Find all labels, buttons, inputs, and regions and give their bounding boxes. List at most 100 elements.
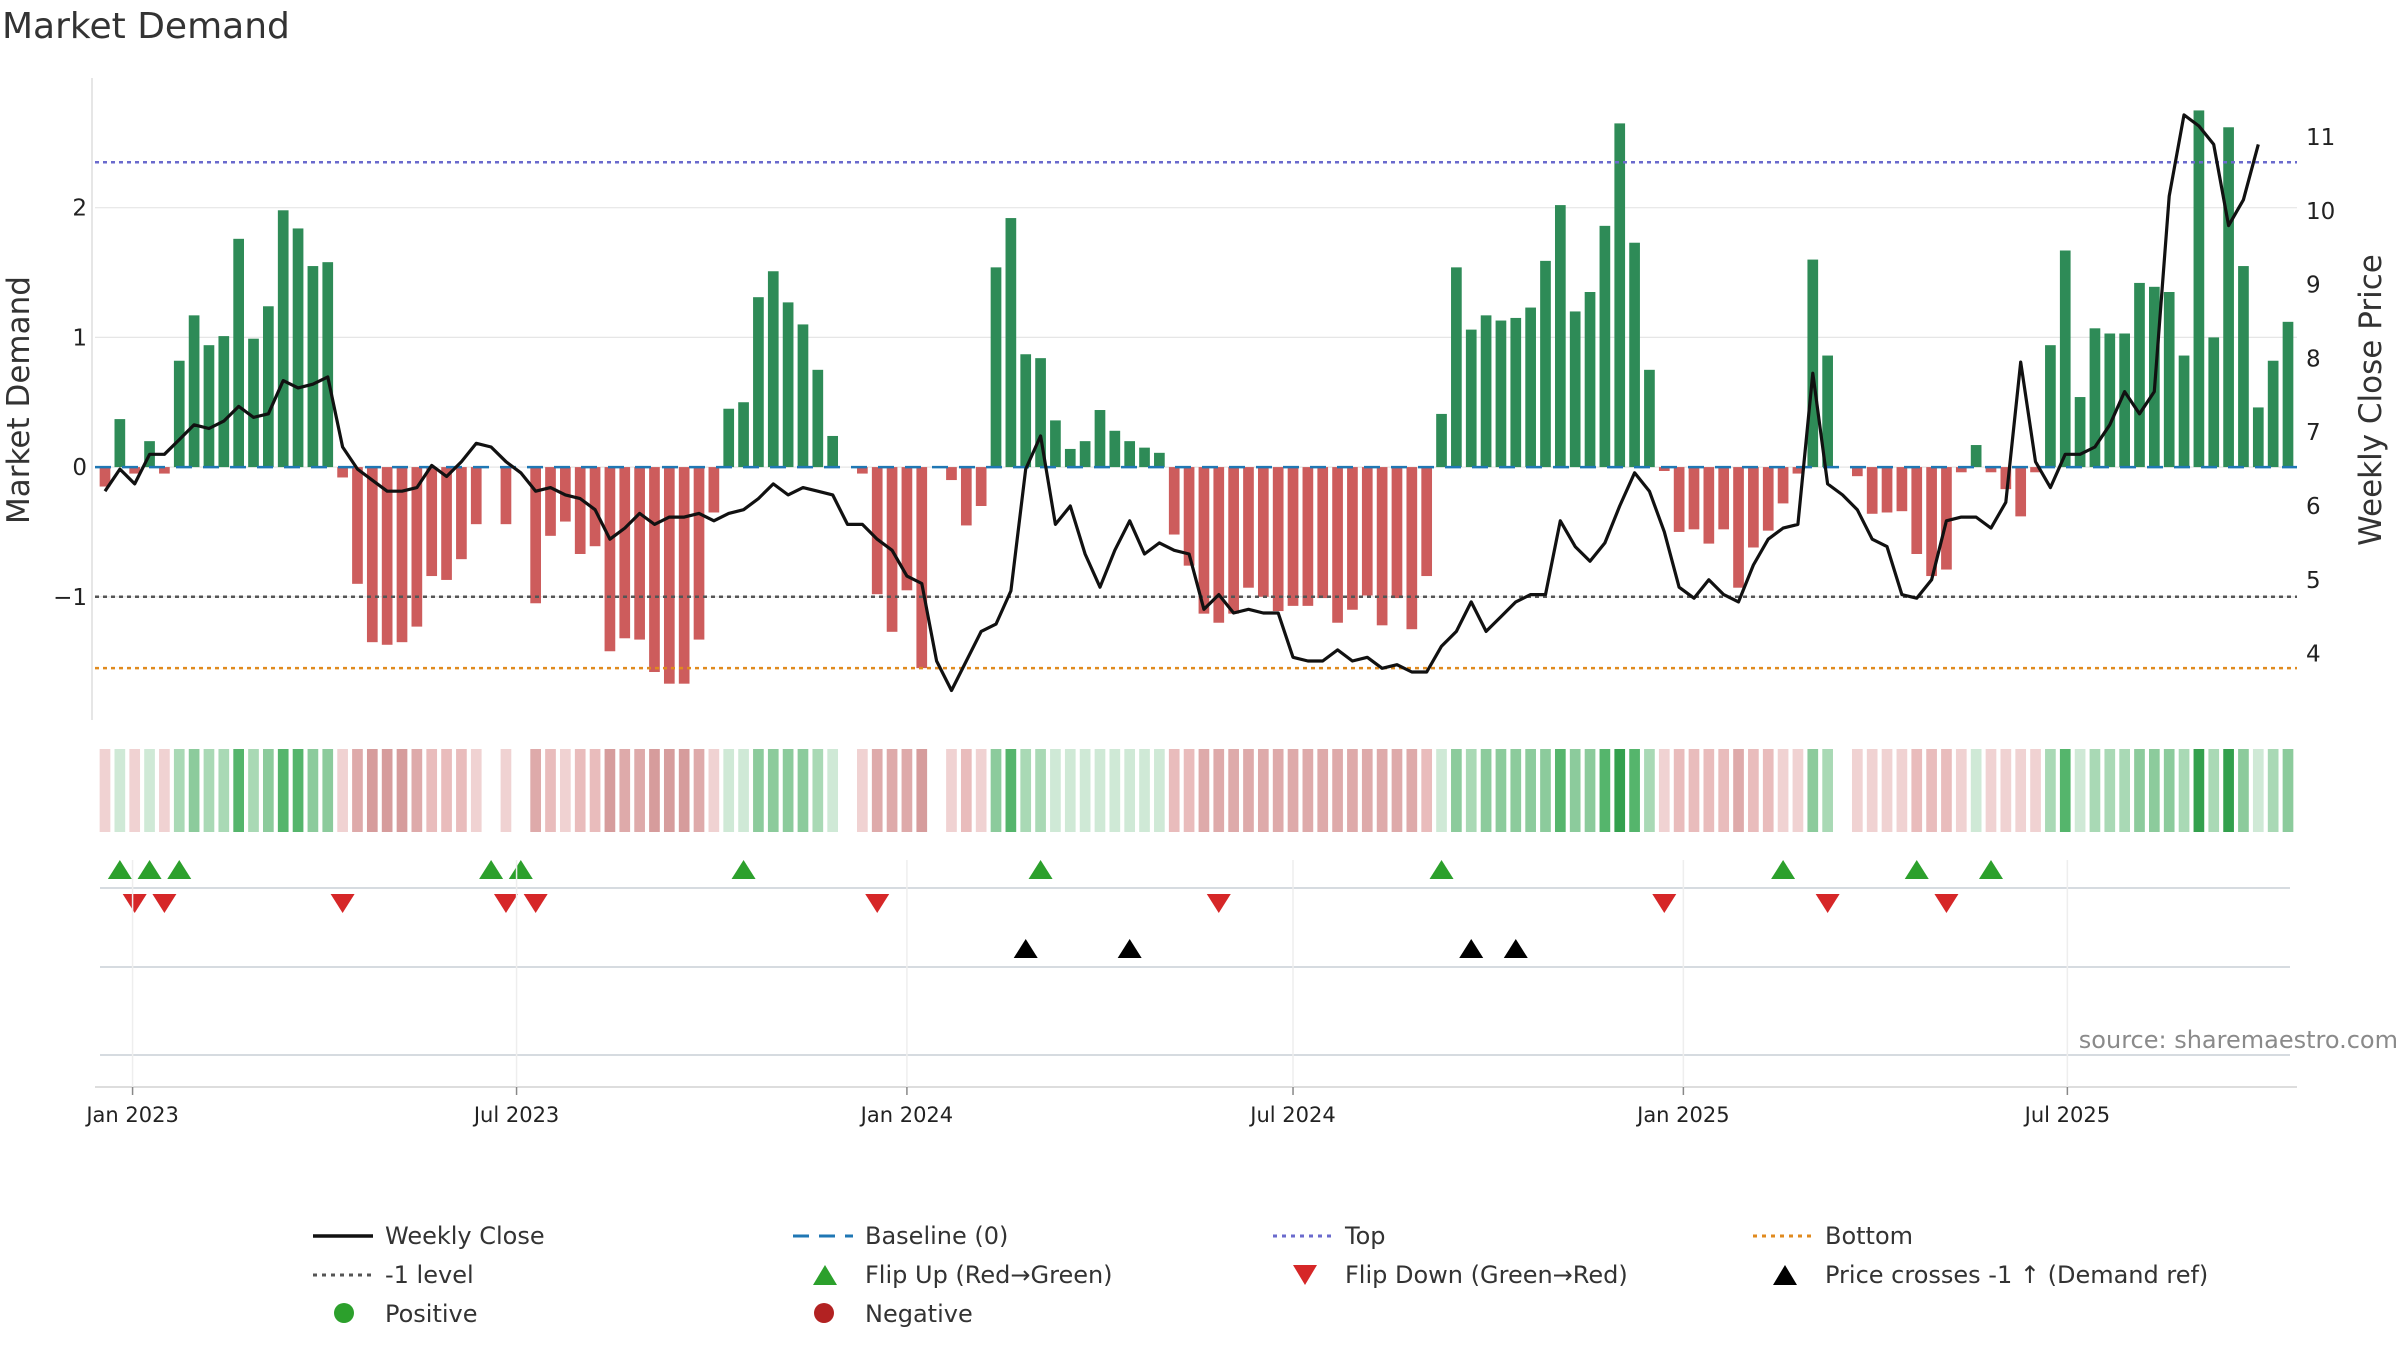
positive-demand-bar <box>322 262 334 468</box>
demand-heat-cell <box>2238 749 2249 832</box>
demand-heat-cell <box>1644 749 1655 832</box>
demand-heat-cell <box>173 749 185 832</box>
flip-down-marker <box>1652 894 1677 913</box>
flip-up-marker <box>1904 860 1929 879</box>
flip-down-marker <box>865 894 890 913</box>
positive-demand-bar <box>1079 441 1091 468</box>
flip-down-triangle-icon <box>1293 1265 1317 1285</box>
demand-heat-cell <box>1896 749 1908 832</box>
demand-heat-cell <box>2252 749 2264 832</box>
negative-demand-bar <box>1391 467 1403 599</box>
legend: Weekly Close -1 level Positive Baseline … <box>313 1222 2208 1328</box>
negative-demand-bar <box>1792 467 1804 474</box>
negative-demand-bar <box>500 467 512 525</box>
negative-demand-bar <box>2000 467 2012 490</box>
demand-heat-cell <box>1094 749 1106 832</box>
demand-heat-cell <box>2134 749 2145 832</box>
demand-heat-cell <box>1926 749 1937 832</box>
negative-demand-bar <box>1272 467 1284 612</box>
negative-demand-bar <box>381 467 393 645</box>
demand-heat-cell <box>634 749 645 832</box>
positive-demand-bar <box>1807 259 1819 468</box>
flip-up-marker <box>137 860 162 879</box>
positive-demand-bar <box>723 408 735 468</box>
negative-demand-bar <box>396 467 408 643</box>
positive-demand-bar <box>2089 328 2101 468</box>
negative-demand-bar <box>916 467 928 669</box>
negative-demand-bar <box>2015 467 2027 517</box>
negative-demand-bar <box>411 467 423 627</box>
y2-tick-label: 9 <box>2306 273 2321 299</box>
legend-label: Flip Down (Green→Red) <box>1345 1261 1628 1289</box>
positive-demand-bar <box>1139 447 1150 468</box>
demand-heat-cell <box>1020 749 1032 832</box>
negative-demand-bar <box>441 467 452 580</box>
demand-heat-cell <box>1243 749 1254 832</box>
demand-heat-cell <box>1005 749 1017 832</box>
demand-heat-cell <box>2030 749 2041 832</box>
demand-heat-cell <box>1451 749 1462 832</box>
flip-down-marker <box>330 894 355 913</box>
demand-heat-cell <box>322 749 334 832</box>
negative-demand-bar <box>946 467 957 481</box>
demand-heat-cell <box>1614 749 1626 832</box>
flip-up-marker <box>731 860 756 879</box>
demand-heat-cell <box>2104 749 2116 832</box>
demand-heat-cell <box>2223 749 2234 832</box>
demand-heat-cell <box>2163 749 2175 832</box>
demand-heat-cell <box>708 749 720 832</box>
flip-down-marker <box>523 894 548 913</box>
demand-heat-cell <box>129 749 141 832</box>
positive-demand-bar <box>2252 407 2264 468</box>
legend-item-flip-up: Flip Up (Red→Green) <box>813 1261 1113 1289</box>
demand-heat-cell <box>827 749 839 832</box>
negative-demand-bar <box>975 467 987 506</box>
signal-markers <box>100 860 2290 1056</box>
demand-heat-cell <box>886 749 898 832</box>
positive-demand-bar <box>248 338 259 468</box>
demand-heat-cell <box>1198 749 1210 832</box>
negative-demand-bar <box>1941 467 1952 570</box>
demand-heat-cell <box>619 749 631 832</box>
flip-down-marker <box>1206 894 1231 913</box>
demand-heat-cell <box>1361 749 1373 832</box>
demand-heat-cell <box>1822 749 1833 832</box>
demand-heat-cell <box>1866 749 1878 832</box>
negative-demand-bar <box>634 467 645 640</box>
demand-heat-cell <box>1257 749 1269 832</box>
demand-heat-cell <box>604 749 616 832</box>
demand-heat-cell <box>396 749 408 832</box>
positive-demand-bar <box>797 324 809 468</box>
demand-heat-cell <box>1302 749 1314 832</box>
legend-item-negative: Negative <box>814 1300 973 1328</box>
x-tick-label: Jan 2023 <box>84 1103 179 1127</box>
negative-demand-bar <box>1673 467 1685 532</box>
positive-demand-bar <box>1599 225 1611 468</box>
legend-item-minus1-level: -1 level <box>313 1261 474 1289</box>
demand-heat-cell <box>1718 749 1730 832</box>
axes-layer: −1 0 1 2 4 5 6 7 8 9 10 11 <box>53 78 2335 720</box>
demand-heat-cell <box>411 749 423 832</box>
legend-item-flip-down: Flip Down (Green→Red) <box>1293 1261 1628 1289</box>
demand-heat-cell <box>99 749 111 832</box>
positive-demand-bar <box>173 360 185 468</box>
negative-demand-bar <box>1985 467 1997 473</box>
price-cross-marker <box>1503 939 1528 958</box>
legend-label: Top <box>1344 1222 1386 1250</box>
flip-up-marker <box>1978 860 2003 879</box>
negative-demand-bar <box>1257 467 1269 597</box>
demand-heat-cell <box>337 749 348 832</box>
negative-demand-bar <box>159 467 170 474</box>
positive-demand-bar <box>233 238 244 468</box>
negative-demand-bar <box>352 467 363 584</box>
demand-heat-cell <box>2193 749 2205 832</box>
negative-demand-bar <box>871 467 883 595</box>
price-cross-marker <box>1013 939 1038 958</box>
demand-heat-cell <box>1584 749 1596 832</box>
demand-heat-cell <box>1228 749 1239 832</box>
negative-demand-bar <box>1762 467 1774 531</box>
positive-demand-bar <box>263 306 274 468</box>
positive-demand-bar <box>2059 250 2071 468</box>
demand-heat-cell <box>366 749 378 832</box>
demand-heat-cell <box>1688 749 1700 832</box>
